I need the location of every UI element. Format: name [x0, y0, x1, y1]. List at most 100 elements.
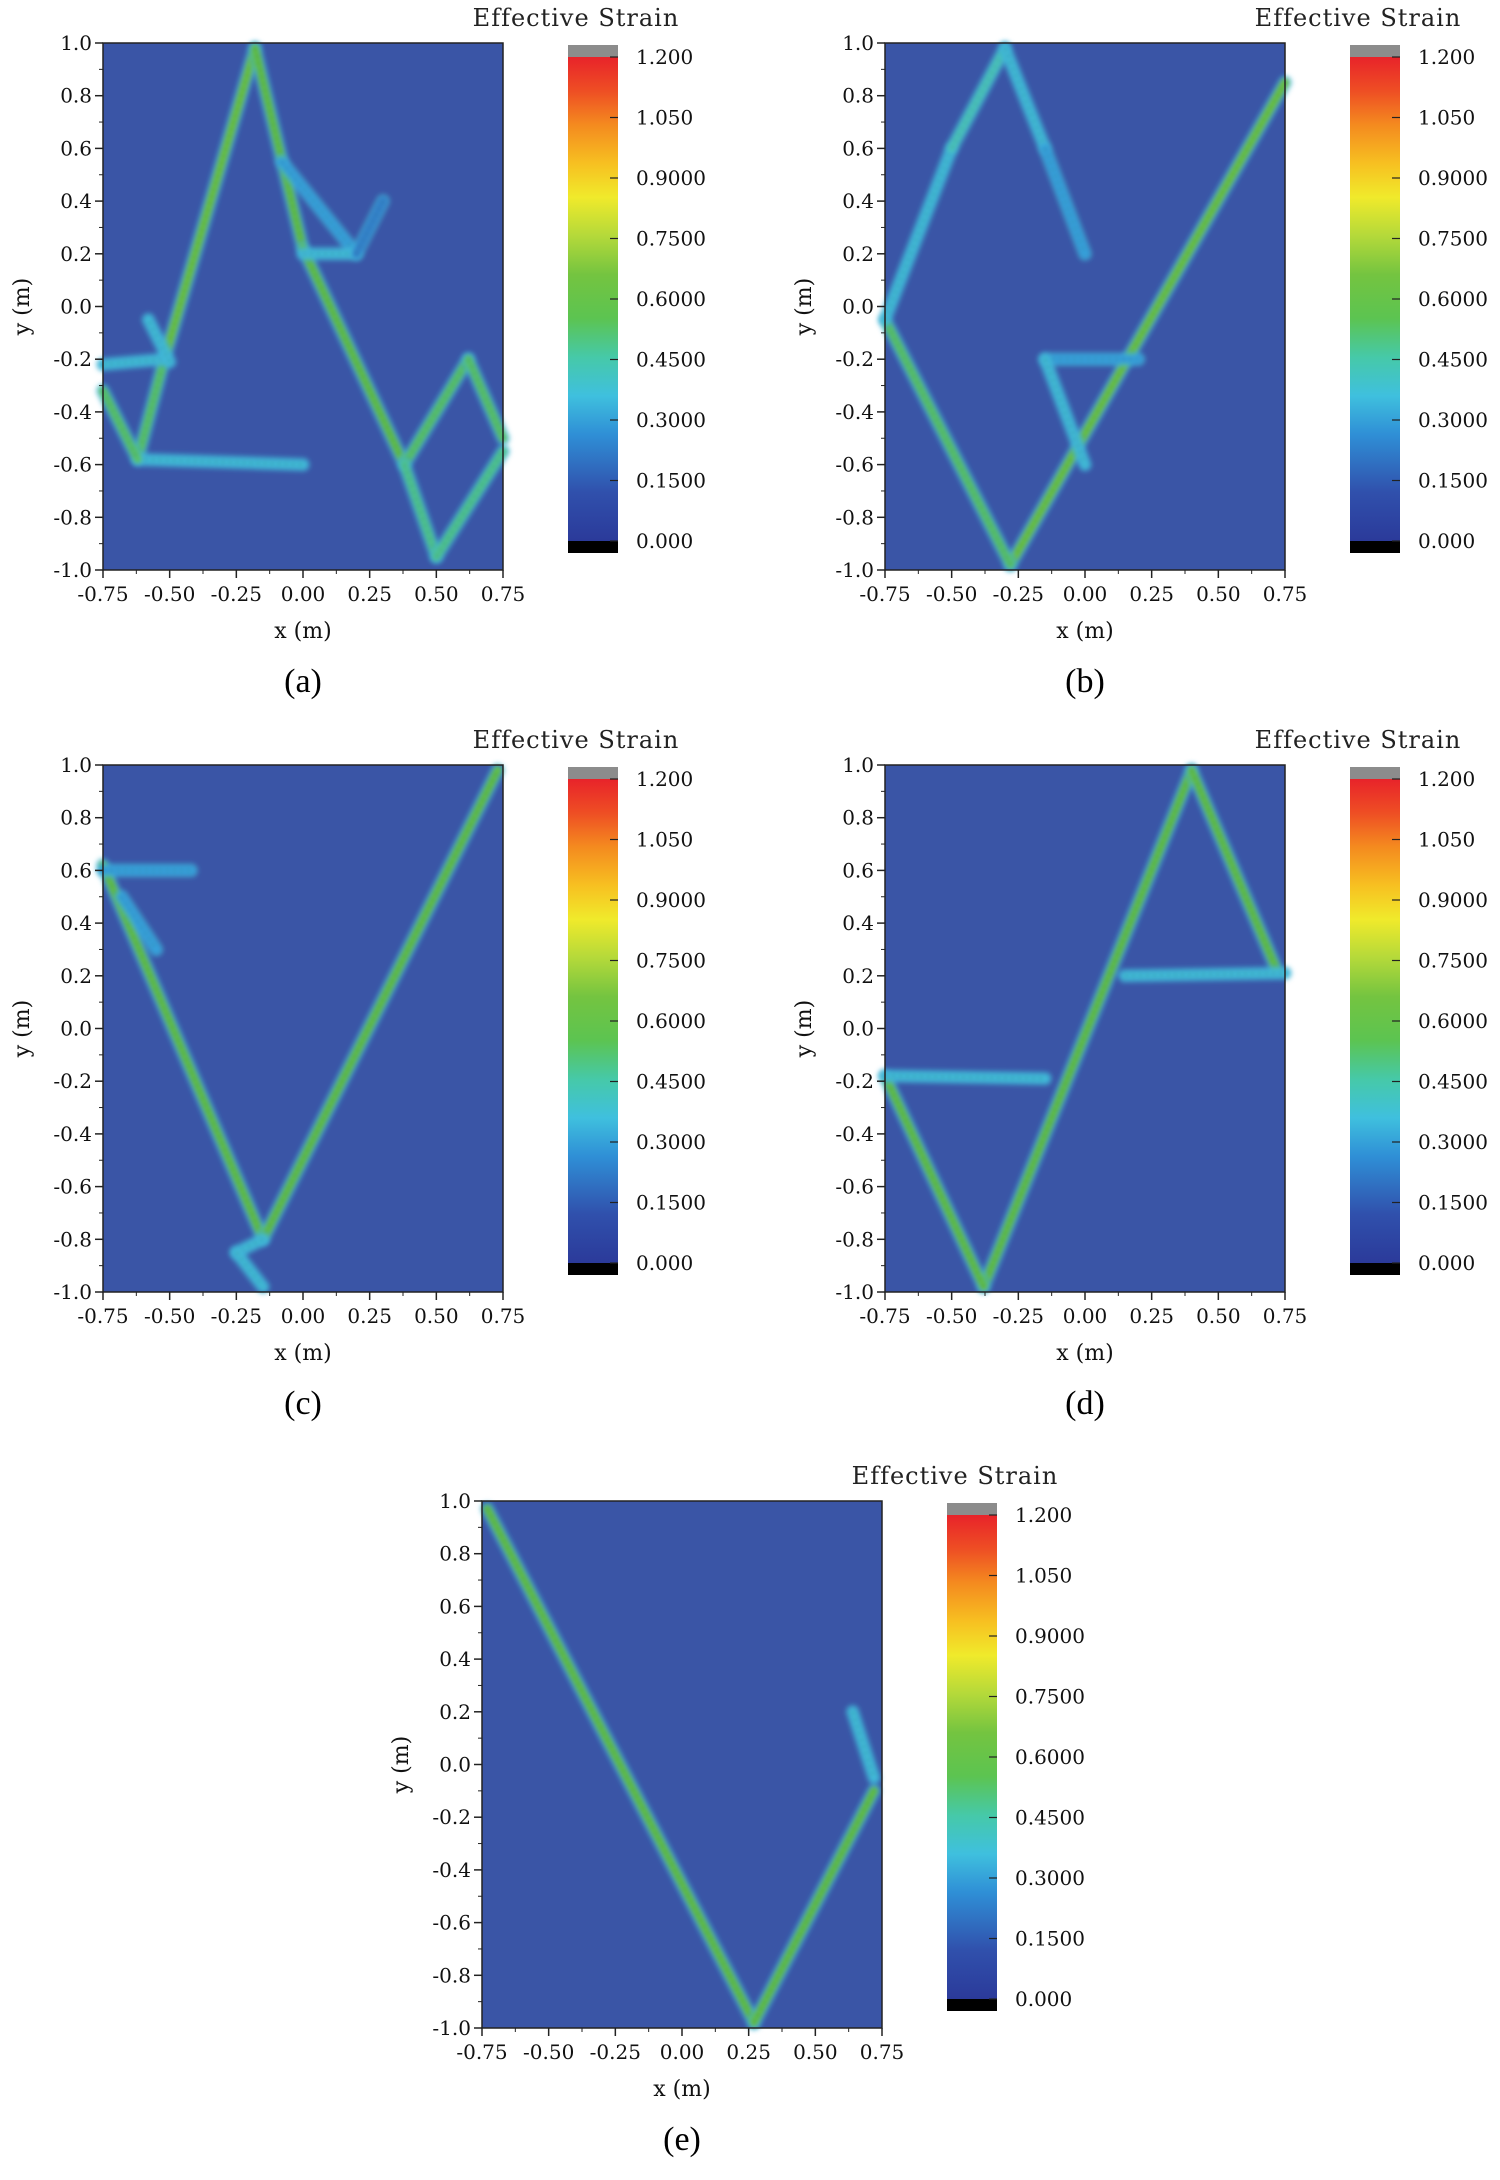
colorbar-tick-label: 1.200: [1418, 45, 1475, 69]
band-1: [258, 765, 503, 1244]
y-tick-label: 0.6: [60, 858, 92, 882]
colorbar-gradient: [947, 1515, 997, 1999]
colorbar-tick-label: 1.050: [1418, 828, 1475, 852]
panel-caption: (a): [284, 663, 322, 700]
y-tick-label: -0.4: [835, 1122, 874, 1146]
band-14: [431, 446, 508, 562]
y-tick-label: -0.8: [835, 1227, 874, 1251]
colorbar-under: [947, 1999, 997, 2011]
x-axis-label: x (m): [274, 619, 331, 644]
band-core: [1191, 769, 1278, 971]
colorbar-over: [947, 1503, 997, 1515]
y-tick-label: 0.4: [439, 1647, 471, 1671]
strain-bands: [877, 40, 1293, 573]
colorbar-under: [1350, 541, 1400, 553]
x-tick-label: -0.25: [211, 1304, 262, 1328]
y-tick-label: 1.0: [60, 31, 92, 55]
colorbar-over: [568, 767, 618, 779]
x-tick-label: 0.75: [481, 1304, 526, 1328]
colorbar-tick-label: 0.4500: [636, 348, 706, 372]
colorbar-tick-label: 0.3000: [1418, 1130, 1488, 1154]
x-tick-label: -0.50: [926, 582, 977, 606]
colorbar-tick-label: 0.7500: [1418, 227, 1488, 251]
x-axis-label: x (m): [274, 1341, 331, 1366]
colorbar-under: [568, 1263, 618, 1275]
x-tick-label: 0.50: [793, 2040, 838, 2064]
y-tick-label: -0.2: [53, 1069, 92, 1093]
x-tick-label: 0.25: [347, 1304, 392, 1328]
y-tick-label: 0.8: [60, 84, 92, 108]
y-tick-label: -1.0: [432, 2016, 471, 2040]
band-core: [136, 359, 166, 460]
band-1: [250, 43, 308, 254]
x-tick-label: -0.50: [523, 2040, 574, 2064]
colorbar-tick-label: 1.200: [1015, 1503, 1072, 1527]
band-3: [880, 1071, 1050, 1084]
y-axis-label: y (m): [792, 278, 817, 336]
panel-caption: (d): [1065, 1385, 1105, 1422]
x-axis-label: x (m): [1056, 1341, 1113, 1366]
band-core: [102, 390, 139, 460]
band-core: [1009, 82, 1286, 566]
x-tick-label: 0.75: [860, 2040, 905, 2064]
x-tick-label: -0.75: [456, 2040, 507, 2064]
colorbar-under: [1350, 1263, 1400, 1275]
y-tick-label: 0.6: [60, 136, 92, 160]
band-core: [951, 47, 1006, 149]
y-tick-label: -0.6: [432, 1911, 471, 1935]
colorbar-tick-label: 0.6000: [636, 1009, 706, 1033]
colorbar-tick-label: 0.9000: [636, 166, 706, 190]
band-core: [852, 1711, 875, 1778]
y-tick-label: -1.0: [835, 1280, 874, 1304]
y-tick-label: 1.0: [842, 753, 874, 777]
y-tick-label: -1.0: [53, 558, 92, 582]
colorbar-tick-label: 0.000: [636, 529, 693, 553]
colorbar-tick-label: 0.7500: [636, 227, 706, 251]
colorbar-tick-label: 0.000: [636, 1251, 693, 1275]
colorbar-tick-label: 1.050: [636, 828, 693, 852]
x-tick-label: -0.50: [144, 1304, 195, 1328]
panel-caption: (b): [1065, 663, 1105, 700]
y-tick-label: 0.4: [60, 911, 92, 935]
x-tick-label: -0.75: [77, 1304, 128, 1328]
x-tick-label: 0.50: [1196, 1304, 1241, 1328]
panel-caption: (e): [663, 2121, 701, 2158]
y-tick-label: 0.2: [439, 1700, 471, 1724]
colorbar-tick-label: 0.4500: [1015, 1806, 1085, 1830]
plot-area: [482, 1501, 882, 2028]
y-tick-label: -0.4: [432, 1858, 471, 1882]
x-tick-label: 0.50: [414, 1304, 459, 1328]
x-tick-label: 0.25: [1129, 582, 1174, 606]
band-core: [884, 1075, 1046, 1080]
panel-d: 1.00.80.60.40.20.0-0.2-0.4-0.6-0.8-1.0-0…: [792, 726, 1488, 1422]
colorbar-tick-label: 0.3000: [636, 1130, 706, 1154]
strain-bands: [877, 762, 1293, 1295]
x-tick-label: 0.00: [281, 582, 326, 606]
colorbar-tick-label: 0.1500: [1015, 1927, 1085, 1951]
colorbar-tick-label: 0.3000: [636, 408, 706, 432]
y-tick-label: -0.8: [432, 1963, 471, 1987]
colorbar-tick-label: 0.6000: [1418, 287, 1488, 311]
colorbar-tick-label: 0.1500: [636, 469, 706, 493]
band-core: [102, 864, 264, 1240]
y-tick-label: 0.8: [842, 806, 874, 830]
colorbar-tick-label: 0.4500: [1418, 1070, 1488, 1094]
colorbar-tick-label: 0.9000: [1418, 888, 1488, 912]
colorbar-tick-label: 0.9000: [636, 888, 706, 912]
y-tick-label: -0.2: [835, 347, 874, 371]
band-core: [236, 1238, 264, 1254]
band-core: [1044, 358, 1086, 465]
y-tick-label: -0.4: [53, 1122, 92, 1146]
colorbar-tick-label: 1.200: [636, 45, 693, 69]
strain-bands: [95, 40, 511, 565]
colorbar-under: [568, 541, 618, 553]
colorbar-title: Effective Strain: [1255, 726, 1462, 754]
y-tick-label: 1.0: [439, 1489, 471, 1513]
colorbar-title: Effective Strain: [473, 4, 680, 32]
colorbar-tick-label: 1.050: [1418, 106, 1475, 130]
y-tick-label: -0.6: [53, 1175, 92, 1199]
band-core: [884, 148, 953, 320]
colorbar-tick-label: 0.6000: [1418, 1009, 1488, 1033]
x-tick-label: 0.00: [1063, 582, 1108, 606]
colorbar-tick-label: 0.4500: [636, 1070, 706, 1094]
